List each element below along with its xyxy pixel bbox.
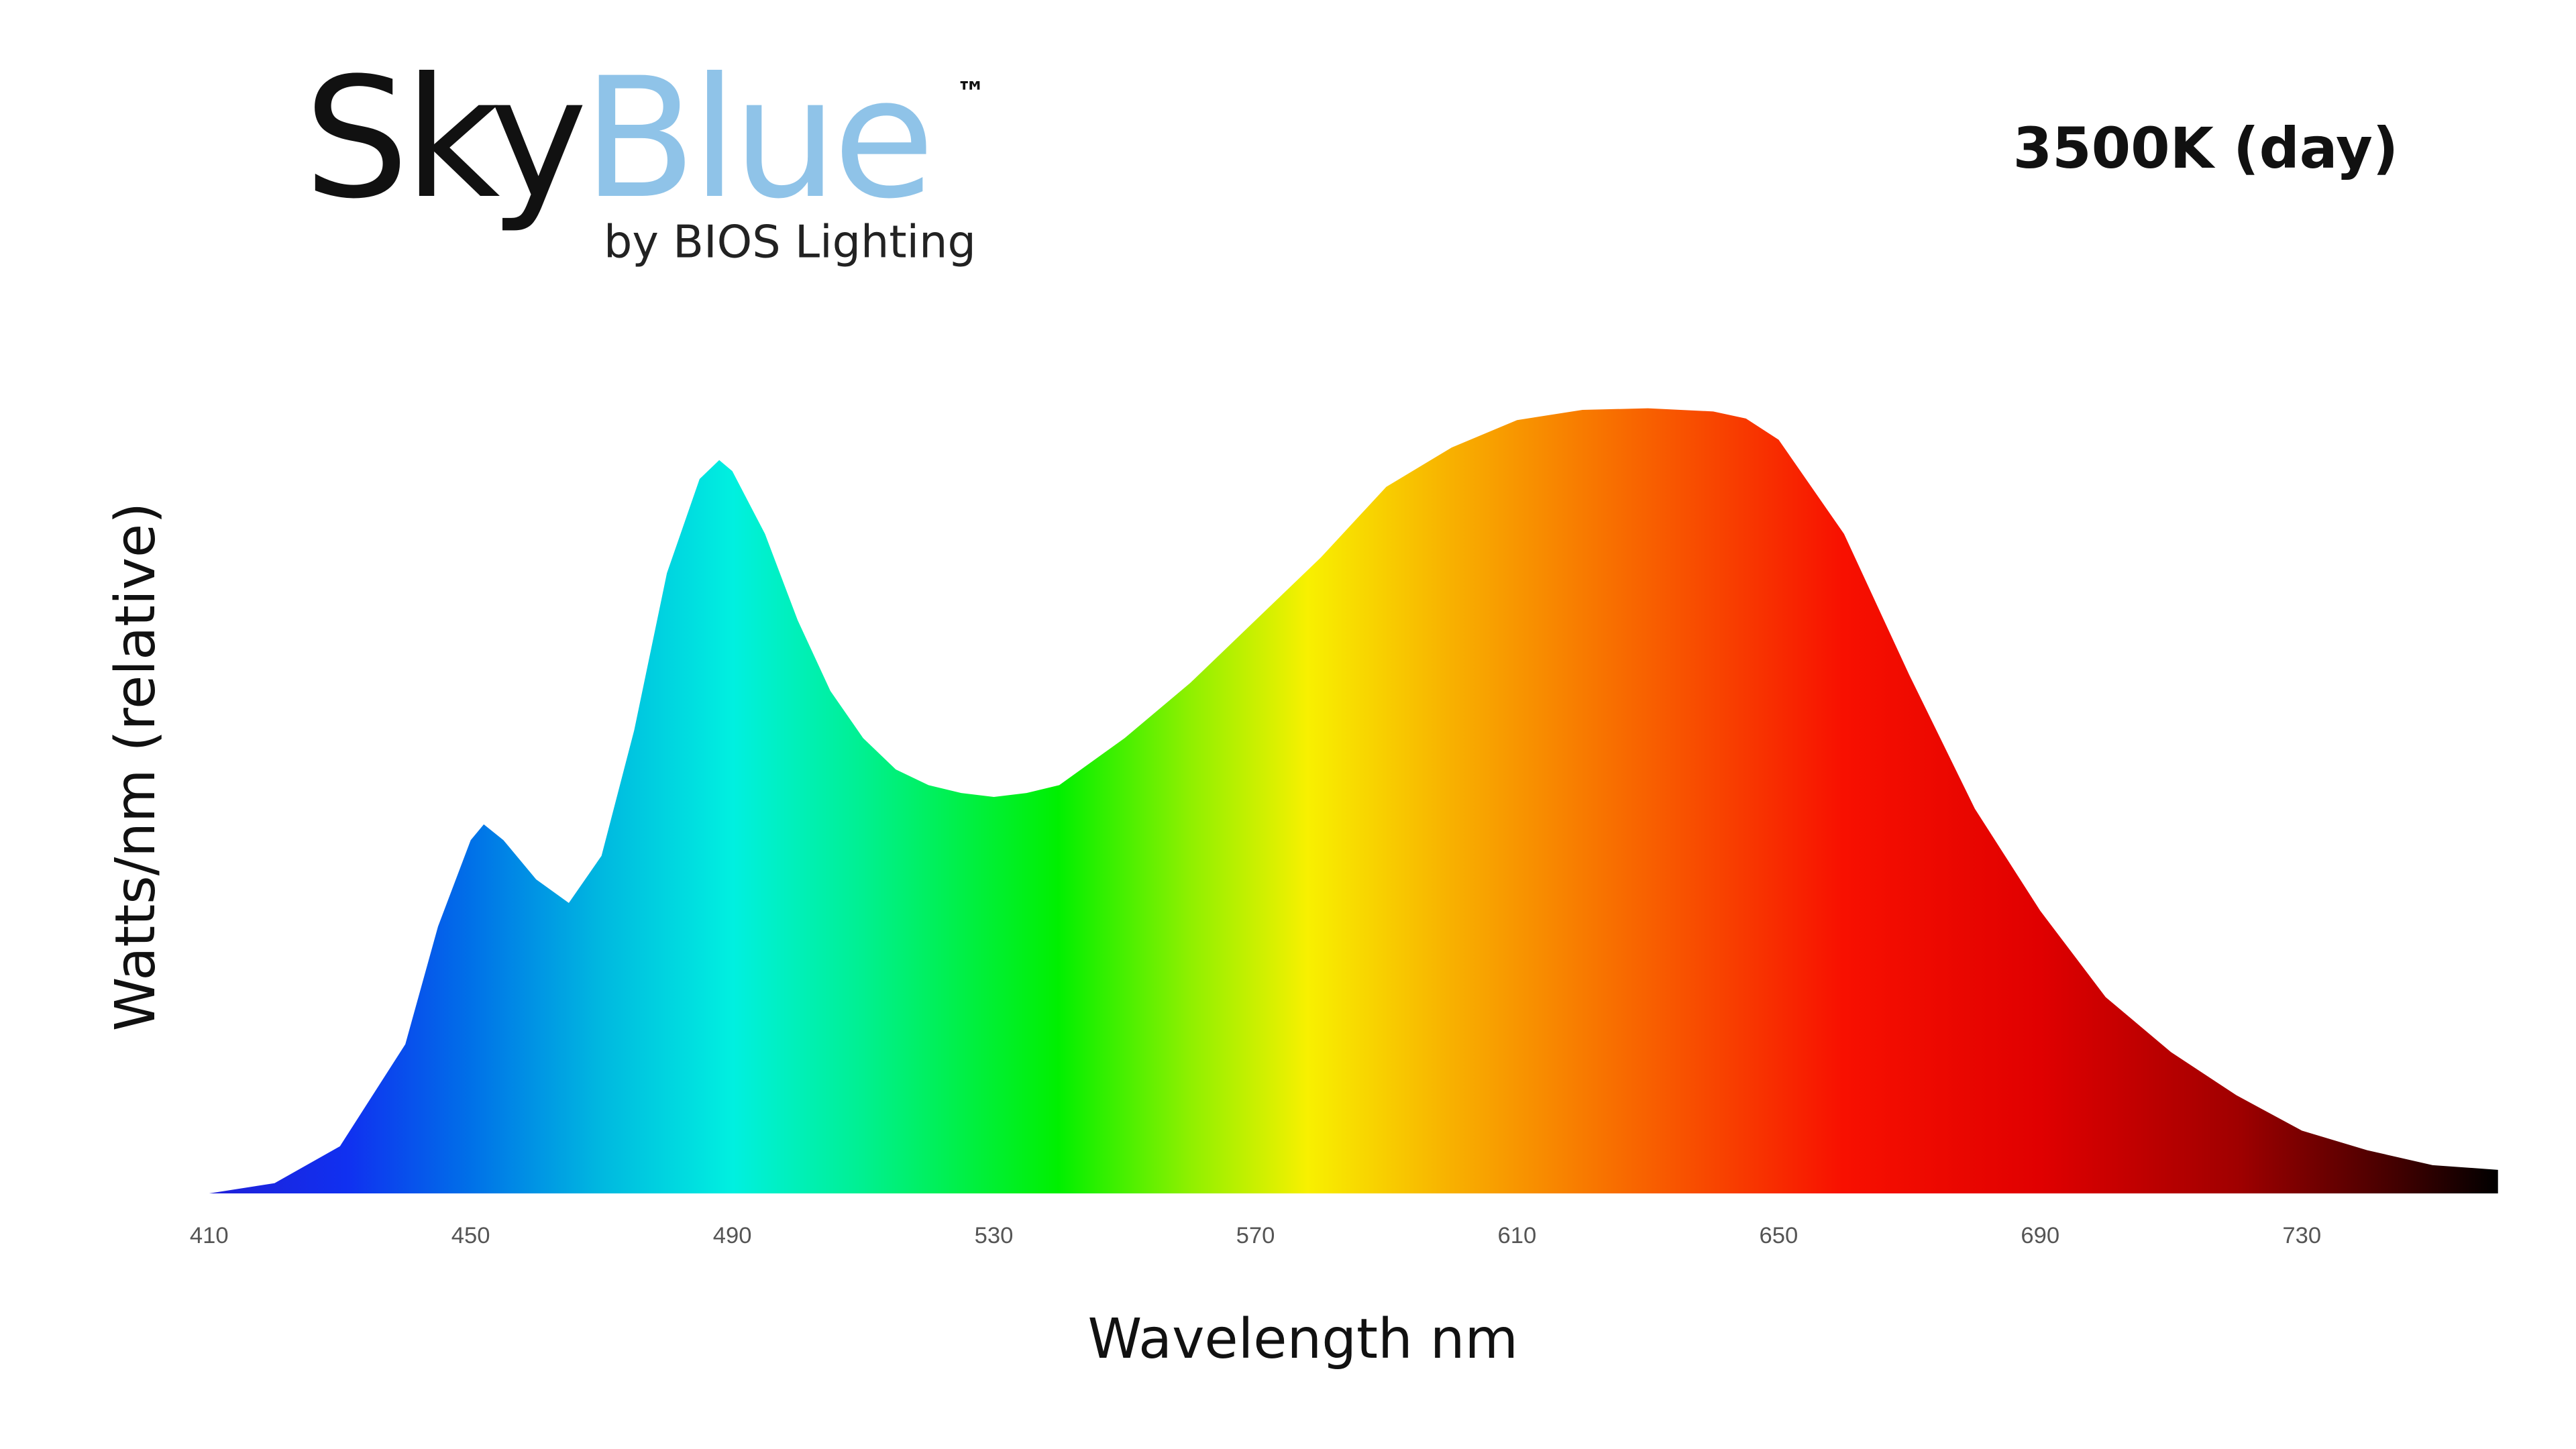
x-tick-label: 730 xyxy=(2282,1223,2321,1248)
x-tick-label: 530 xyxy=(975,1223,1014,1248)
logo-blue: Blue xyxy=(582,42,930,235)
x-axis-label: Wavelength nm xyxy=(1088,1307,1518,1371)
x-tick-label: 410 xyxy=(190,1223,229,1248)
x-tick-label: 450 xyxy=(451,1223,490,1248)
logo-tagline: by BIOS Lighting xyxy=(604,216,976,268)
y-axis-label: Watts/nm (relative) xyxy=(104,502,168,1031)
x-tick-label: 610 xyxy=(1498,1223,1537,1248)
x-tick-label: 490 xyxy=(713,1223,752,1248)
spectrum-area xyxy=(209,408,2498,1193)
x-tick-label: 570 xyxy=(1236,1223,1275,1248)
chart-title: 3500K (day) xyxy=(2013,115,2399,181)
logo-sky: Sky xyxy=(304,42,584,235)
x-tick-label: 690 xyxy=(2021,1223,2059,1248)
x-tick-label: 650 xyxy=(1759,1223,1798,1248)
trademark: ™ xyxy=(956,75,986,110)
logo: SkyBlue xyxy=(304,42,930,235)
